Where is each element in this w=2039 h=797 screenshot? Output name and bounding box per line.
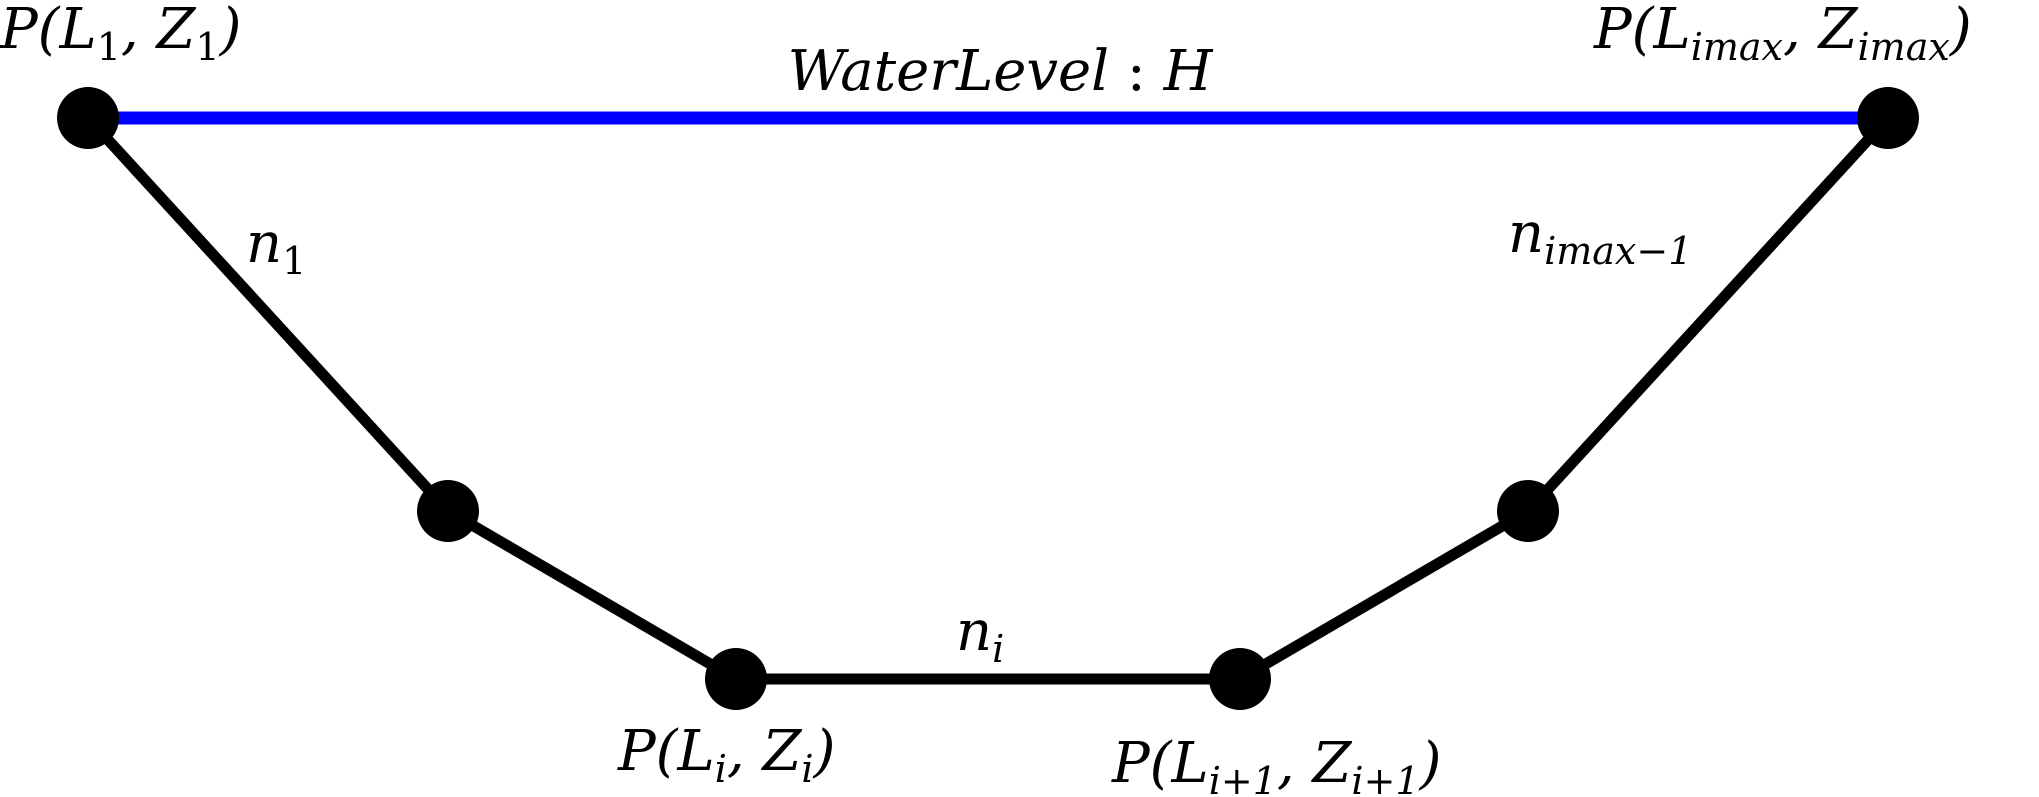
point-label-pi: P(Li, Zi) [617, 719, 835, 791]
segment-label-n1: n1 [246, 211, 306, 283]
segment-2 [442, 505, 742, 685]
segment-4 [1234, 505, 1534, 685]
segment-label-nmax: nimax−1 [1508, 201, 1692, 273]
nodes [57, 87, 1919, 710]
node-p1 [57, 87, 119, 149]
node-pi1 [1209, 648, 1271, 710]
channel-bed [82, 112, 1894, 685]
segment-imax-1 [1522, 112, 1894, 517]
point-label-p1: P(L1, Z1) [0, 0, 241, 69]
segment-label-ni: ni [956, 599, 1004, 671]
point-label-pmax: P(Limax, Zimax) [1593, 0, 1972, 69]
node-5 [1497, 480, 1559, 542]
node-pi [705, 648, 767, 710]
node-pmax [1857, 87, 1919, 149]
node-2 [417, 480, 479, 542]
water-level-label: WaterLevel : H [788, 39, 1214, 104]
point-label-pi1: P(Li+1, Zi+1) [1111, 731, 1441, 797]
segment-1 [82, 112, 454, 517]
